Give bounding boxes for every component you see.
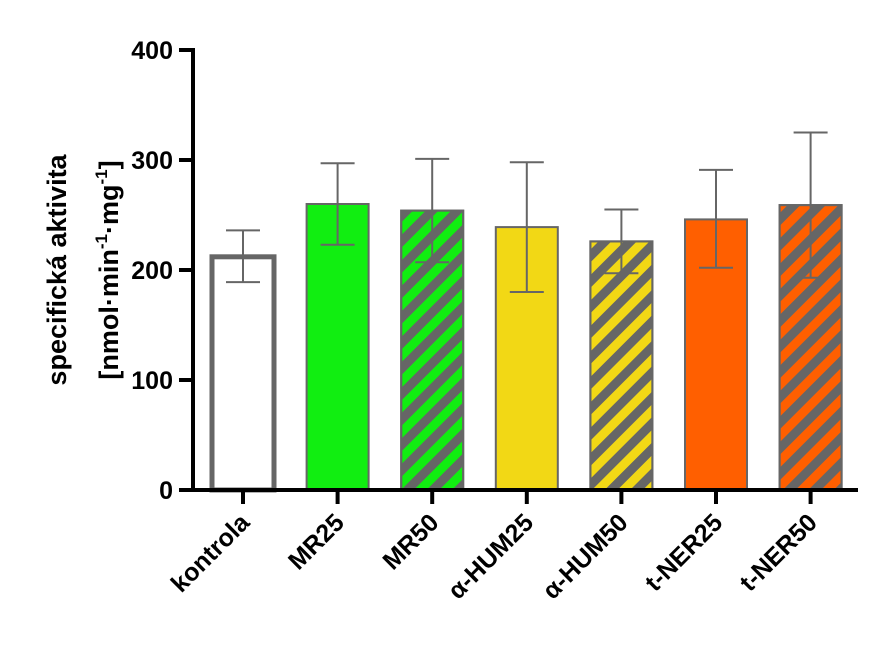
y-tick-label-400: 400 (131, 37, 173, 65)
axes-layer (179, 48, 858, 504)
x-tick-label-t-NER50: t-NER50 (734, 508, 823, 597)
x-tick-label-MR50: MR50 (377, 508, 444, 575)
bar-MR25 (305, 203, 370, 491)
x-tick-label-α-HUM25: α-HUM25 (443, 508, 540, 605)
x-tick-label-MR25: MR25 (283, 508, 350, 575)
x-tick-label-kontrola: kontrola (166, 508, 256, 598)
x-tick-label-α-HUM50: α-HUM50 (537, 508, 633, 604)
y-tick-label-200: 200 (131, 257, 173, 285)
y-axis-label-part-1: -1 (92, 234, 111, 249)
x-tick-label-t-NER25: t-NER25 (640, 508, 729, 597)
bars-layer (209, 131, 843, 493)
y-axis-label-part-3: -1 (92, 169, 111, 184)
bar-kontrola (209, 254, 277, 493)
y-axis-label-part-0: [nmol·min (94, 249, 124, 379)
y-axis-label-part-2: ·mg (94, 185, 124, 235)
y-tick-label-300: 300 (131, 147, 173, 175)
y-axis-label-line1: specifická aktivita (42, 153, 72, 385)
y-tick-label-100: 100 (131, 367, 173, 395)
y-axis-label-part-4: ] (94, 160, 124, 169)
bar-hatch-α-HUM50 (589, 240, 654, 491)
y-tick-label-0: 0 (159, 477, 173, 505)
y-axis-label-line2: [nmol·min-1·mg-1] (92, 160, 124, 379)
